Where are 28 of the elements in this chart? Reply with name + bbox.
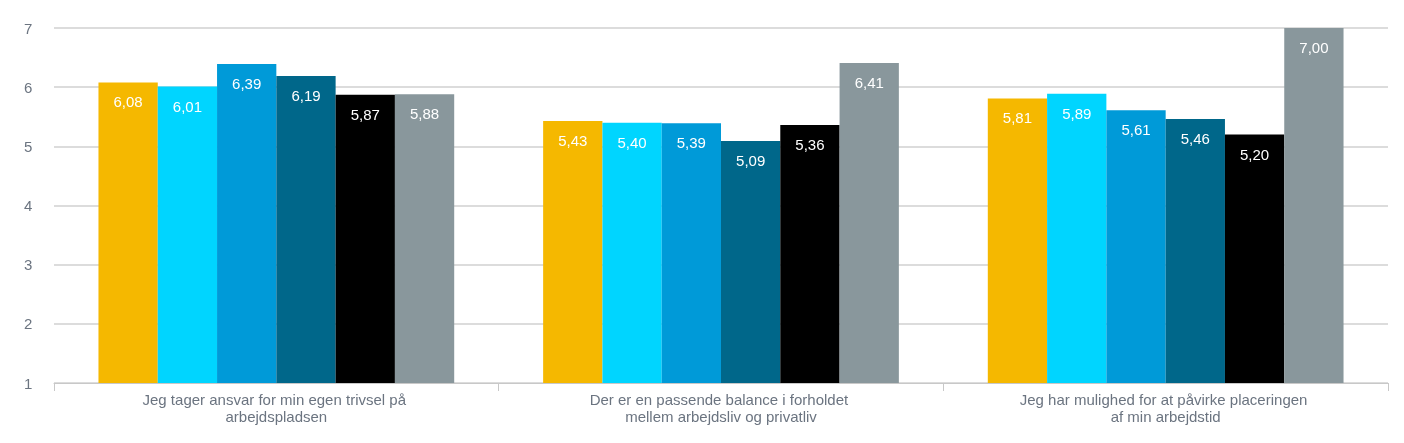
y-tick-label: 5	[24, 137, 33, 155]
y-tick-label: 4	[24, 197, 33, 214]
y-tick-label: 7	[24, 19, 33, 37]
text: 5,43	[558, 131, 588, 149]
text: 6,19	[291, 86, 321, 104]
y-tick-label: 1	[24, 374, 33, 392]
text: 6,08	[113, 93, 143, 111]
text: 6,39	[232, 75, 262, 93]
text: 5,40	[617, 133, 647, 151]
text: 5,87	[350, 105, 380, 123]
y-tick-label: 2	[24, 315, 33, 333]
text: 6,01	[172, 97, 202, 115]
y-tick-label: 6	[24, 78, 33, 96]
text: 5,46	[1180, 130, 1210, 148]
x-tick-label: Jeg har mulighed for at påvirke placeringen af min arbejdstid	[1019, 391, 1312, 425]
text: 5,61	[1121, 121, 1151, 139]
text: 5,20	[1240, 145, 1270, 163]
text: 5,88	[409, 105, 440, 123]
text: 5,36	[795, 136, 825, 154]
text: 5,89	[1062, 104, 1092, 122]
y-tick-label: 3	[24, 256, 33, 274]
text: 6,41	[854, 73, 884, 91]
text: 5,81	[1002, 109, 1033, 127]
x-tick-label: Jeg tager ansvar for min egen trivsel på arbejdspladsen	[142, 391, 411, 425]
text: 5,09	[736, 152, 766, 170]
text: 7,00	[1299, 39, 1329, 56]
x-tick-label: Der er en passende balance i forholdet mellem arbejdsliv og privatliv	[589, 391, 853, 425]
text: 5,39	[676, 134, 706, 152]
